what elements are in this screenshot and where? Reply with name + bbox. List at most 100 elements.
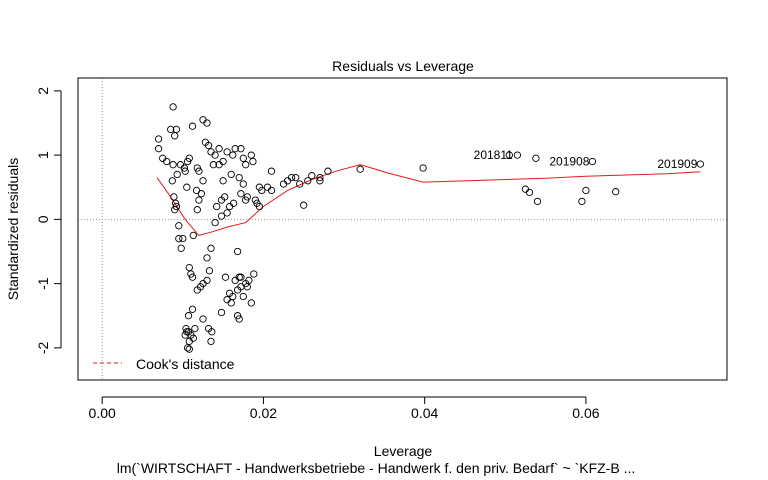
data-point (188, 305, 197, 313)
data-point (237, 145, 245, 153)
data-point (173, 170, 181, 179)
data-point (237, 273, 245, 281)
data-point (185, 154, 193, 162)
data-point (203, 276, 211, 285)
data-point (177, 244, 185, 252)
point-label-201908: 201908 (549, 155, 589, 169)
data-point (193, 286, 201, 294)
data-point (189, 334, 197, 342)
data-point (239, 292, 247, 301)
data-point (533, 197, 542, 206)
data-point (229, 292, 237, 301)
data-point (183, 344, 192, 352)
data-point (287, 173, 296, 182)
data-point (185, 345, 193, 353)
x-axis-label: Leverage (374, 443, 433, 459)
x-tick-label: 0.06 (572, 405, 599, 421)
data-point (181, 167, 189, 175)
data-point (204, 141, 213, 150)
data-point (208, 328, 216, 336)
data-point (612, 188, 620, 196)
data-point (172, 125, 181, 134)
y-tick-label: 1 (35, 151, 51, 159)
data-point (188, 122, 197, 130)
data-point (219, 177, 227, 185)
data-point (283, 177, 292, 185)
data-point (168, 177, 176, 185)
data-point (191, 324, 199, 333)
y-tick-label: 2 (35, 87, 51, 95)
data-point (182, 324, 190, 333)
data-point (193, 206, 201, 214)
data-point (525, 188, 534, 197)
data-point (209, 161, 218, 169)
data-point (215, 145, 223, 153)
data-point (696, 160, 705, 168)
data-point (217, 308, 226, 317)
legend: Cook's distance (93, 356, 235, 372)
data-point (242, 161, 250, 169)
data-point (316, 177, 324, 185)
data-point (304, 177, 312, 185)
data-point (171, 206, 179, 214)
data-point (237, 190, 245, 198)
data-point (233, 312, 242, 320)
data-points (154, 103, 705, 353)
data-point (197, 190, 206, 198)
data-point (211, 151, 219, 159)
data-point (175, 222, 183, 230)
data-point (223, 148, 231, 156)
data-point (219, 157, 227, 166)
data-point (205, 267, 214, 275)
data-point (505, 151, 513, 159)
data-point (192, 186, 201, 195)
data-point (582, 186, 590, 195)
data-point (203, 254, 211, 262)
data-point (419, 164, 427, 172)
data-point (279, 180, 288, 188)
data-point (199, 116, 207, 124)
smoother-line-group (156, 164, 701, 236)
data-point (308, 172, 316, 180)
data-point (225, 202, 234, 211)
data-point (179, 234, 187, 243)
data-point (239, 180, 247, 188)
data-point (183, 183, 191, 191)
data-point (207, 148, 215, 156)
model-formula-subtitle: lm(`WIRTSCHAFT - Handwerksbetriebe - Han… (117, 460, 636, 476)
data-point (250, 270, 258, 278)
chart-title: Residuals vs Leverage (332, 58, 474, 74)
data-point (588, 157, 597, 166)
data-point (247, 151, 255, 159)
data-point (199, 315, 207, 323)
data-point (176, 161, 185, 169)
data-point (170, 193, 178, 201)
data-point (223, 209, 231, 217)
data-point (189, 231, 197, 240)
data-point (217, 212, 226, 220)
data-point (263, 183, 272, 191)
data-point (188, 273, 197, 281)
data-point (185, 263, 193, 272)
data-point (513, 151, 522, 159)
point-label-201811: 201811 (474, 148, 513, 162)
data-point (167, 125, 175, 134)
data-point (249, 157, 257, 166)
data-point (199, 177, 207, 185)
data-point (247, 299, 255, 307)
data-point (227, 170, 235, 179)
data-point (233, 247, 242, 256)
data-point (255, 202, 264, 211)
data-point (239, 154, 247, 162)
data-point (195, 196, 203, 204)
data-point (207, 244, 215, 252)
data-point (229, 151, 237, 159)
point-label-201909: 201909 (657, 157, 697, 171)
data-point (233, 286, 242, 294)
y-tick-label: -2 (35, 341, 51, 354)
data-point (356, 165, 364, 173)
data-point (195, 167, 203, 175)
data-point (229, 199, 238, 207)
data-point (300, 201, 308, 209)
